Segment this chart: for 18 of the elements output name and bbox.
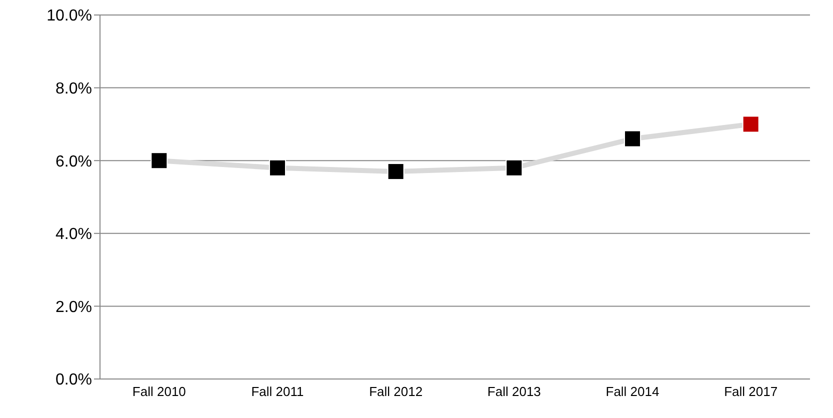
y-tick-label: 4.0% [56, 226, 92, 244]
point [742, 116, 760, 133]
point [387, 163, 404, 180]
x-tick-label: Fall 2011 [251, 384, 304, 400]
x-tick-label: Fall 2012 [369, 384, 423, 400]
point [506, 159, 523, 176]
x-tick-label: Fall 2013 [487, 384, 541, 400]
y-tick-label: 8.0% [56, 80, 92, 98]
x-tick-label: Fall 2014 [606, 384, 660, 400]
y-tick-label: 10.0% [46, 8, 92, 25]
point [150, 152, 168, 170]
x-tick-label: Fall 2017 [724, 384, 778, 400]
point [624, 130, 641, 148]
y-tick-label: 0.0% [56, 372, 92, 389]
x-tick-label: Fall 2010 [132, 384, 186, 400]
point [269, 159, 286, 176]
y-tick-label: 2.0% [56, 298, 92, 316]
y-tick-label: 6.0% [56, 153, 92, 170]
